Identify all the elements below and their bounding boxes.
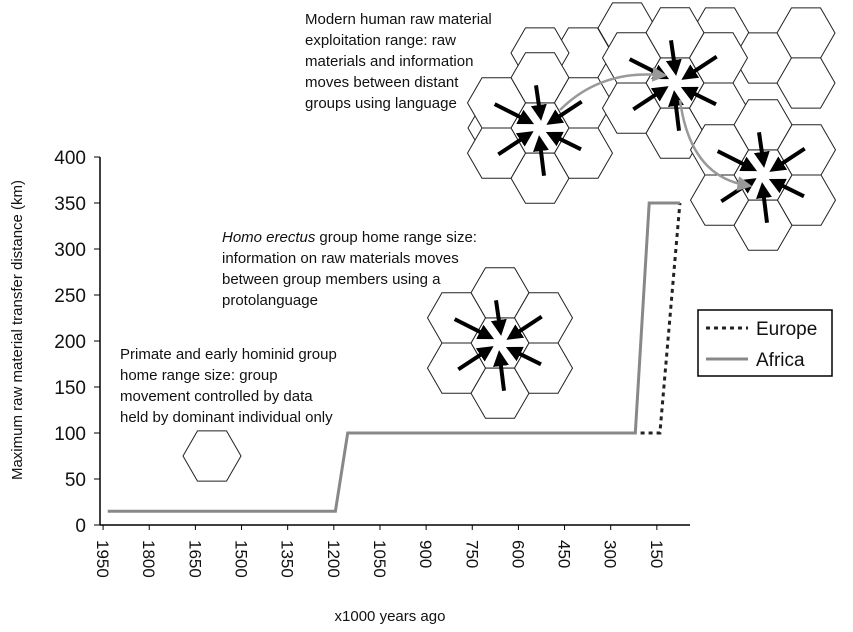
annotation-line: held by dominant individual only [120, 409, 333, 426]
annotation-line: groups using language [305, 95, 457, 112]
annotation-line: movement controlled by data [120, 388, 313, 405]
annotation-text: group home range size: [319, 229, 477, 246]
y-tick-label: 0 [75, 516, 86, 537]
x-tick-label: 750 [462, 540, 481, 568]
y-axis-title: Maximum raw material transfer distance (… [9, 180, 26, 480]
x-tick-label: 900 [416, 540, 435, 568]
annotation-line: information on raw materials moves [222, 250, 459, 267]
annotation-line: between group members using a [222, 271, 441, 288]
annotation-line: Primate and early hominid group [120, 346, 337, 363]
annotation-line: moves between distant [305, 74, 459, 91]
x-tick-label: 1650 [185, 540, 204, 578]
x-tick-label: 600 [508, 540, 527, 568]
annotation-emphasis: Homo erectus [222, 229, 316, 246]
y-tick-label: 200 [54, 332, 86, 353]
x-tick-label: 450 [555, 540, 574, 568]
annotation-line: protolanguage [222, 292, 318, 309]
x-tick-label: 1350 [278, 540, 297, 578]
legend-label: Europe [756, 319, 817, 340]
x-tick-label: 1200 [324, 540, 343, 578]
hexagon [183, 431, 241, 481]
annotation-line: home range size: group [120, 367, 278, 384]
x-tick-label: 300 [601, 540, 620, 568]
y-tick-label: 100 [54, 424, 86, 445]
x-tick-label: 1800 [139, 540, 158, 578]
y-tick-label: 150 [54, 378, 86, 399]
y-tick-label: 250 [54, 286, 86, 307]
chart: 0 50 100 150 200 250 300 350 400 1950 1800 1650 1500… [0, 0, 853, 632]
y-tick-label: 50 [65, 470, 86, 491]
annotation-line: materials and information [305, 53, 473, 70]
legend-label: Africa [756, 350, 805, 371]
y-tick-label: 300 [54, 240, 86, 261]
y-tick-label: 350 [54, 194, 86, 215]
x-axis-title: x1000 years ago [335, 608, 446, 625]
x-tick-label: 1050 [370, 540, 389, 578]
annotation-line: Modern human raw material [305, 11, 492, 28]
x-tick-label: 150 [647, 540, 666, 568]
y-tick-label: 400 [54, 148, 86, 169]
x-tick-label: 1950 [93, 540, 112, 578]
x-tick-label: 1500 [232, 540, 251, 578]
annotation-line: exploitation range: raw [305, 32, 456, 49]
